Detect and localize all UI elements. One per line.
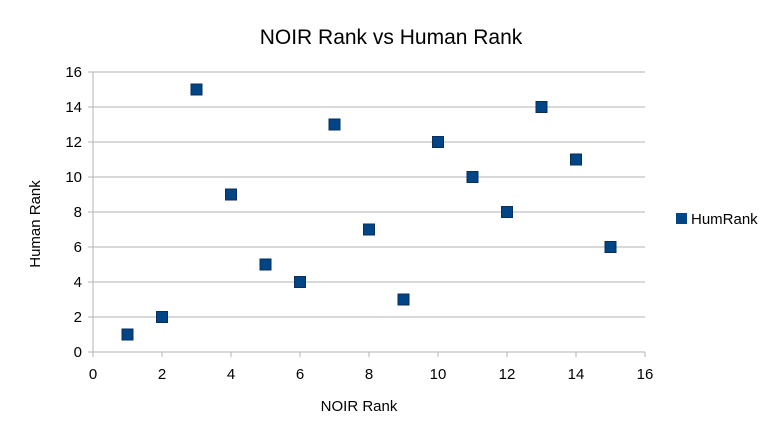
data-point (363, 223, 375, 236)
legend-swatch (676, 213, 687, 224)
x-tick-label: 4 (227, 366, 235, 383)
axes (88, 71, 646, 357)
x-tick-label: 10 (430, 366, 447, 383)
data-point (294, 276, 306, 288)
y-tick-label: 4 (74, 274, 82, 291)
y-tick-labels: 0 2 4 6 8 10 12 14 16 (65, 64, 82, 361)
y-tick-label: 14 (65, 99, 82, 116)
data-point (501, 206, 513, 218)
y-tick-label: 10 (65, 169, 82, 186)
data-point (156, 311, 168, 323)
data-points (121, 83, 617, 341)
x-tick-label: 12 (499, 366, 516, 383)
y-tick-label: 6 (74, 239, 82, 256)
data-point (328, 118, 341, 131)
x-tick-label: 16 (637, 366, 654, 383)
x-axis-label: NOIR Rank (321, 398, 398, 415)
y-tick-label: 0 (74, 344, 82, 361)
x-tick-label: 8 (365, 366, 373, 383)
gridlines (93, 71, 645, 353)
y-tick-label: 16 (65, 64, 82, 81)
data-point (570, 153, 582, 166)
chart-title: NOIR Rank vs Human Rank (260, 26, 523, 49)
y-tick-label: 12 (65, 134, 82, 151)
y-tick-label: 8 (74, 204, 82, 221)
legend-label: HumRank (691, 211, 758, 228)
data-point (225, 188, 237, 201)
x-tick-label: 6 (296, 366, 304, 383)
data-point (604, 241, 617, 253)
data-point (535, 101, 548, 113)
x-tick-label: 14 (568, 366, 585, 383)
data-point (121, 328, 134, 341)
data-point (190, 83, 203, 96)
data-point (397, 293, 410, 306)
data-point (466, 171, 479, 183)
y-tick-label: 2 (74, 309, 82, 326)
x-tick-label: 2 (158, 366, 166, 383)
x-tick-labels: 0 2 4 6 8 10 12 14 16 (89, 366, 654, 383)
data-point (432, 136, 444, 148)
data-point (259, 258, 272, 271)
legend: HumRank (676, 211, 758, 228)
x-tick-label: 0 (89, 366, 97, 383)
y-axis-label: Human Rank (27, 180, 44, 268)
